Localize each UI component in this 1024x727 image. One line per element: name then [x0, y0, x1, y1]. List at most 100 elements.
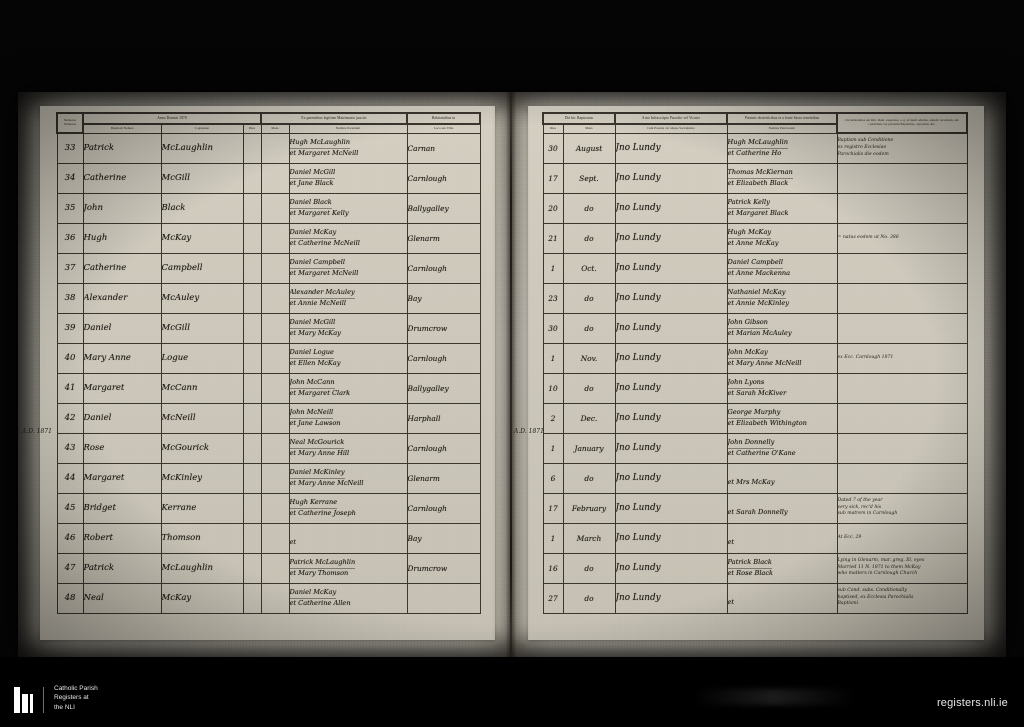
col-header-sponsors-sub: Nomina Patrinorum	[726, 123, 838, 134]
nli-logo[interactable]: Catholic Parish Registers at the NLI	[14, 684, 98, 713]
logo-divider	[43, 687, 44, 713]
table-row[interactable]: 41 Margaret McCann John McCann et Margaret C…	[56, 372, 481, 404]
child-given-name: Rose	[82, 432, 162, 464]
row-number: 34	[56, 162, 84, 194]
child-given-name: Margaret	[82, 462, 162, 494]
cell-dies	[242, 342, 262, 374]
marginal-note: = natus eodem ut No. 386	[836, 222, 968, 254]
table-row[interactable]: 36 Hugh McKay Daniel McKay et Catherine McNe…	[56, 222, 481, 254]
table-row[interactable]: 40 Mary Anne Logue Daniel Logue et Ellen McK…	[56, 342, 481, 374]
row-number: 47	[56, 552, 84, 584]
baptism-month: do	[562, 222, 616, 254]
table-row[interactable]: 23 do Jno Lundy Nathaniel McKay et Annie McK…	[542, 282, 968, 314]
child-given-name: Patrick	[82, 132, 162, 164]
cell-dies	[242, 522, 262, 554]
table-row[interactable]: 34 Catherine McGill Daniel McGill et Jane Bl…	[56, 162, 481, 194]
baptism-month: do	[562, 282, 616, 314]
table-row[interactable]: 16 do Jno Lundy Patrick Black et Rose Black L…	[542, 552, 968, 584]
table-row[interactable]: 27 do Jno Lundy et sub Cond. subs. Condition…	[542, 582, 968, 614]
table-row[interactable]: 30 August Jno Lundy Hugh McLaughlin et Cathe…	[542, 132, 968, 164]
cell-dies	[242, 312, 262, 344]
col-header-numerus: Numerus Numerus	[56, 112, 84, 134]
officiating-priest: Jno Lundy	[614, 312, 728, 344]
parents-names: Daniel McKay et Catherine Allen	[288, 582, 408, 614]
table-row[interactable]: 1 Oct. Jno Lundy Daniel Campbell et Anne Mac…	[542, 252, 968, 284]
table-row[interactable]: 30 do Jno Lundy John Gibson et Marian McAule…	[542, 312, 968, 344]
parents-names: Daniel McKinley et Mary Anne McNeill	[288, 462, 408, 494]
child-surname: Thomson	[160, 522, 244, 554]
right-register-page: Die hic Baptizatus A me Infrascripto Paro…	[514, 106, 984, 640]
table-row[interactable]: 39 Daniel McGill Daniel McGill et Mary McKay…	[56, 312, 481, 344]
col-header-nomina-parentum: Nomina Parentum	[288, 123, 408, 134]
sponsor-names: et Sarah Donnelly	[726, 492, 838, 524]
nli-logo-text: Catholic Parish Registers at the NLI	[54, 684, 98, 711]
table-row[interactable]: 2 Dec. Jno Lundy George Murphy et Elizabeth …	[542, 402, 968, 434]
baptism-month: January	[562, 432, 616, 464]
table-row[interactable]: 33 Patrick McLaughlin Hugh McLaughlin et Mar…	[56, 132, 481, 164]
child-given-name: Hugh	[82, 222, 162, 254]
cell-dies	[242, 252, 262, 284]
officiating-priest: Jno Lundy	[614, 462, 728, 494]
table-row[interactable]: 38 Alexander McAuley Alexander McAuley et An…	[56, 282, 481, 314]
parents-names: John McNeill et Jane Lawson	[288, 402, 408, 434]
residence-place: Carnlough	[406, 252, 481, 284]
table-row[interactable]: 17 February Jno Lundy et Sarah Donnelly Date…	[542, 492, 968, 524]
officiating-priest: Jno Lundy	[614, 162, 728, 194]
table-row[interactable]: 17 Sept. Jno Lundy Thomas McKiernan et Eliza…	[542, 162, 968, 194]
table-row[interactable]: 1 March Jno Lundy et At Ecc. 29	[542, 522, 968, 554]
nli-logo-mark	[14, 687, 33, 713]
row-number: 42	[56, 402, 84, 434]
table-row[interactable]: 20 do Jno Lundy Patrick Kelly et Margaret Bl…	[542, 192, 968, 224]
cell-dies	[242, 462, 262, 494]
parents-names: John McCann et Margaret Clark	[288, 372, 408, 404]
cell-mens	[260, 492, 290, 524]
child-given-name: Catherine	[82, 162, 162, 194]
sponsor-names: Hugh McKay et Anne McKay	[726, 222, 838, 254]
table-row[interactable]: 48 Neal McKay Daniel McKay et Catherine Alle…	[56, 582, 481, 614]
table-row[interactable]: 6 do Jno Lundy et Mrs McKay	[542, 462, 968, 494]
child-surname: McLaughlin	[160, 552, 244, 584]
col-header-notes-group: Circumstantiae aut Ritt. Rom. expositae,…	[836, 112, 969, 134]
baptism-month: Nov.	[562, 342, 616, 374]
col-header-priest-sub: Cum Parente vel aliquo Sacramento	[614, 123, 728, 134]
sponsor-names: Nathaniel McKay et Annie McKinley	[726, 282, 838, 314]
residence-place	[406, 582, 481, 614]
cell-mens	[260, 282, 290, 314]
table-row[interactable]: 43 Rose McGourick Neal McGourick et Mary Ann…	[56, 432, 481, 464]
baptism-month: do	[562, 372, 616, 404]
table-row[interactable]: 37 Catherine Campbell Daniel Campbell et Mar…	[56, 252, 481, 284]
officiating-priest: Jno Lundy	[614, 552, 728, 584]
register-page-spread: Numerus Numerus Anno Domini 1870 Ex parenti…	[18, 92, 1006, 657]
table-row[interactable]: 35 John Black Daniel Black et Margaret Kelly…	[56, 192, 481, 224]
col-header-date-dies: Dies	[542, 123, 564, 134]
row-number: 40	[56, 342, 84, 374]
table-row[interactable]: 46 Robert Thomson et Bay	[56, 522, 481, 554]
baptism-day: 10	[542, 372, 564, 404]
table-row[interactable]: 10 do Jno Lundy John Lyons et Sarah McKiver	[542, 372, 968, 404]
sponsor-names: John McKay et Mary Anne McNeill	[726, 342, 838, 374]
table-row[interactable]: 47 Patrick McLaughlin Patrick McLaughlin et …	[56, 552, 481, 584]
table-row[interactable]: 42 Daniel McNeill John McNeill et Jane Lawso…	[56, 402, 481, 434]
table-row[interactable]: 1 January Jno Lundy John Donnelly et Catheri…	[542, 432, 968, 464]
sponsor-names: George Murphy et Elizabeth Withington	[726, 402, 838, 434]
baptism-month: March	[562, 522, 616, 554]
table-row[interactable]: 21 do Jno Lundy Hugh McKay et Anne McKay = na…	[542, 222, 968, 254]
table-row[interactable]: 1 Nov. Jno Lundy John McKay et Mary Anne McN…	[542, 342, 968, 374]
baptism-day: 30	[542, 132, 564, 164]
baptism-month: do	[562, 192, 616, 224]
table-row[interactable]: 44 Margaret McKinley Daniel McKinley et Mary…	[56, 462, 481, 494]
row-number: 46	[56, 522, 84, 554]
residence-place: Carnlough	[406, 432, 481, 464]
child-given-name: John	[82, 192, 162, 224]
sponsor-names: Thomas McKiernan et Elizabeth Black	[726, 162, 838, 194]
child-surname: McCann	[160, 372, 244, 404]
residence-place: Harphall	[406, 402, 481, 434]
child-given-name: Alexander	[82, 282, 162, 314]
right-register-table: Die hic Baptizatus A me Infrascripto Paro…	[541, 112, 969, 614]
child-surname: McKay	[160, 582, 244, 614]
residence-place: Glenarm	[406, 462, 481, 494]
baptism-day: 1	[542, 522, 564, 554]
table-row[interactable]: 45 Bridget Kerrane Hugh Kerrane et Catherine…	[56, 492, 481, 524]
baptism-month: do	[562, 582, 616, 614]
